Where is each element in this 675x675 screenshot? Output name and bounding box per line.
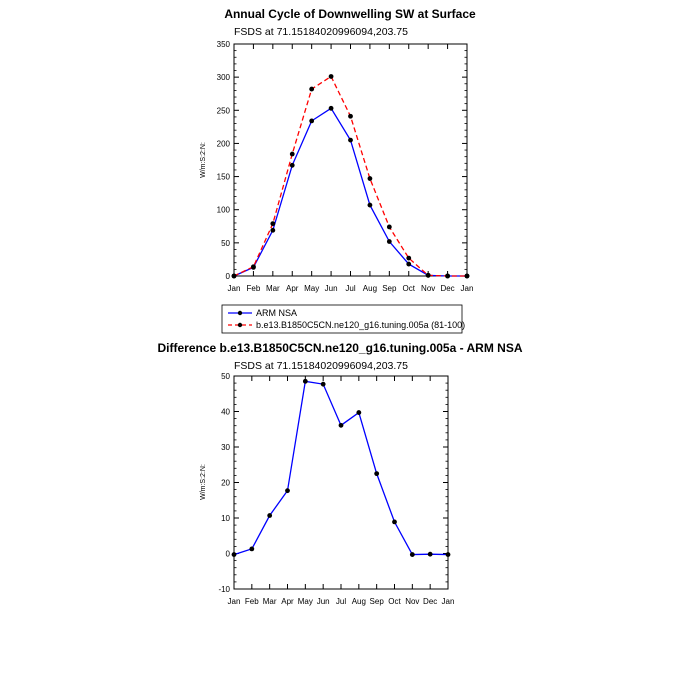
x-tick-label: Oct [403, 284, 416, 293]
y-tick-label: 350 [217, 40, 231, 49]
data-point [285, 488, 290, 494]
x-tick-label: Jul [336, 597, 346, 606]
data-point [406, 255, 412, 261]
series-line-a [233, 107, 467, 277]
x-tick-label: Feb [245, 597, 259, 606]
data-point [386, 239, 392, 244]
data-point [328, 105, 334, 111]
y-tick-label: 40 [221, 408, 230, 417]
y-tick-label: 200 [217, 139, 231, 148]
data-point [309, 86, 315, 92]
data-point [445, 552, 451, 557]
x-tick-label: May [304, 284, 319, 293]
x-tick-label: Dec [423, 597, 437, 606]
y-tick-label: 150 [217, 173, 231, 182]
x-tick-label: Aug [363, 284, 377, 293]
data-point [309, 118, 315, 124]
y-tick-label: 100 [217, 206, 231, 215]
x-tick-label: Sep [382, 284, 397, 293]
x-tick-label: Sep [370, 597, 385, 606]
data-point [270, 227, 276, 233]
legend-arm-nsa-marker [237, 310, 243, 316]
x-tick-label: Jan [228, 284, 241, 293]
data-point [231, 273, 237, 279]
data-point [328, 74, 334, 79]
x-tick-label: Aug [352, 597, 366, 606]
data-point [427, 551, 433, 557]
plot-frame [233, 43, 468, 277]
legend-box [221, 304, 463, 334]
data-point [406, 261, 412, 267]
y-tick-label: 0 [226, 272, 231, 281]
data-point [289, 162, 295, 168]
data-point [464, 273, 470, 279]
chart1-subtitle: FSDS at 71.15184020996094,203.75 [234, 26, 408, 38]
data-point [231, 552, 237, 557]
x-tick-label: Apr [281, 597, 294, 606]
difference-chart: Difference b.e13.B1850C5CN.ne120_g16.tun… [157, 341, 522, 606]
legend-arm-nsa-label: ARM NSA [256, 308, 297, 318]
x-tick-label: Jan [442, 597, 455, 606]
chart2-subtitle: FSDS at 71.15184020996094,203.75 [234, 360, 408, 372]
series-line-b [233, 75, 467, 277]
data-point [251, 264, 256, 270]
chart2-ylabel: W/m:S:2:N: [200, 464, 207, 500]
x-tick-label: Jul [345, 284, 355, 293]
annual-cycle-chart: Annual Cycle of Downwelling SW at Surfac… [200, 7, 476, 334]
y-tick-label: 20 [221, 479, 230, 488]
x-tick-label: Nov [421, 284, 435, 293]
data-point [320, 381, 326, 387]
x-tick-label: Jan [228, 597, 241, 606]
chart2-title: Difference b.e13.B1850C5CN.ne120_g16.tun… [157, 341, 522, 355]
y-tick-label: -10 [218, 585, 230, 594]
data-point [348, 113, 353, 119]
plot-frame [233, 375, 449, 590]
x-tick-label: Dec [440, 284, 454, 293]
y-tick-label: 250 [217, 106, 231, 115]
data-point [249, 546, 255, 552]
chart1-ylabel: W/m:S:2:N: [200, 142, 207, 178]
data-point [367, 202, 373, 208]
x-tick-label: Nov [405, 597, 419, 606]
series-line-a [233, 380, 449, 556]
x-tick-label: Jun [325, 284, 338, 293]
chart1-legend: ARM NSA b.e13.B1850C5CN.ne120_g16.tuning… [221, 304, 465, 334]
data-point [386, 224, 392, 230]
x-tick-label: Jun [317, 597, 330, 606]
x-tick-label: Jan [461, 284, 474, 293]
legend-model-marker [237, 322, 243, 328]
y-tick-label: 50 [221, 372, 230, 381]
chart1-title: Annual Cycle of Downwelling SW at Surfac… [224, 7, 476, 21]
data-point [348, 137, 353, 143]
data-point [392, 519, 397, 525]
data-point [445, 273, 450, 279]
x-tick-label: Feb [247, 284, 261, 293]
x-tick-label: Apr [286, 284, 299, 293]
data-point [367, 176, 373, 181]
x-tick-label: Mar [266, 284, 280, 293]
x-tick-label: Oct [388, 597, 401, 606]
x-tick-label: May [298, 597, 313, 606]
data-point [409, 552, 415, 557]
y-tick-label: 30 [221, 443, 230, 452]
data-point [270, 221, 276, 227]
data-point [289, 151, 295, 157]
y-tick-label: 300 [217, 73, 231, 82]
data-point [374, 471, 380, 477]
legend-model-label: b.e13.B1850C5CN.ne120_g16.tuning.005a (8… [256, 320, 465, 330]
y-tick-label: 50 [221, 239, 230, 248]
data-point [338, 422, 344, 428]
x-tick-label: Mar [263, 597, 277, 606]
y-tick-label: 10 [221, 514, 230, 523]
data-point [267, 513, 273, 518]
y-tick-label: 0 [226, 550, 231, 559]
data-point [302, 378, 308, 384]
data-point [425, 272, 431, 278]
data-point [356, 410, 362, 415]
